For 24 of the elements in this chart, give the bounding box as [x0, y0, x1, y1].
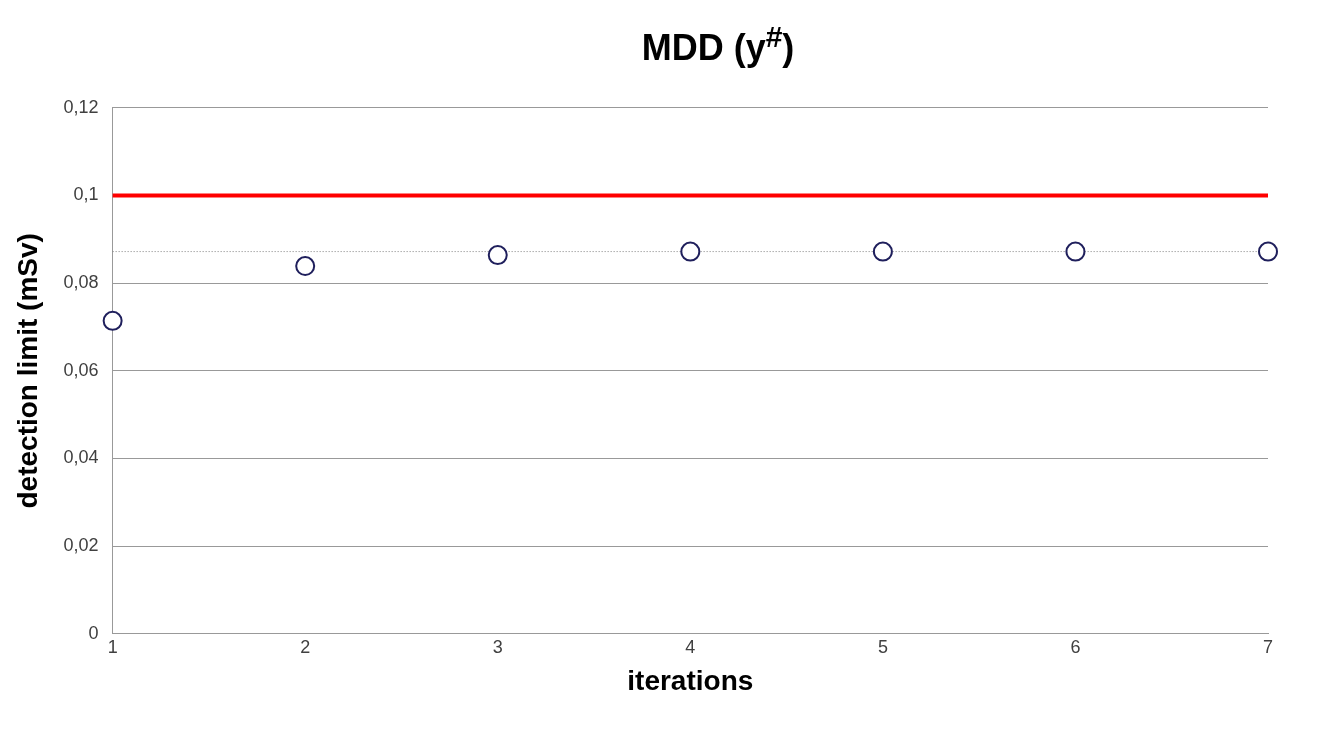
y-tick-label: 0,04: [63, 447, 99, 468]
y-tick-label: 0,02: [63, 535, 99, 556]
x-tick-label: 7: [1262, 636, 1274, 657]
y-tick-label: 0: [88, 622, 99, 643]
x-tick-label: 1: [107, 636, 118, 657]
x-tick-label: 3: [492, 636, 503, 657]
point: [102, 310, 123, 331]
y-tick-label: 0,12: [63, 96, 99, 117]
point: [295, 256, 316, 277]
point: [487, 245, 508, 266]
x-tick-label: 5: [877, 636, 888, 657]
x-tick-label: 4: [685, 636, 696, 657]
x-axis-title: iterations: [627, 664, 754, 696]
y-tick-label: 0,08: [63, 272, 99, 293]
y-axis-title: detection limit (mSv): [11, 233, 43, 509]
point: [1258, 241, 1278, 262]
chart-title: MDD (y$^{#}$): [640, 20, 796, 69]
point: [1065, 241, 1086, 262]
x-tick-label: 2: [300, 636, 311, 657]
y-tick-label: 0,1: [73, 184, 99, 205]
y-tick-label: 0,06: [63, 359, 99, 380]
point: [680, 241, 701, 262]
x-tick-label: 6: [1070, 636, 1081, 657]
point: [872, 241, 893, 262]
